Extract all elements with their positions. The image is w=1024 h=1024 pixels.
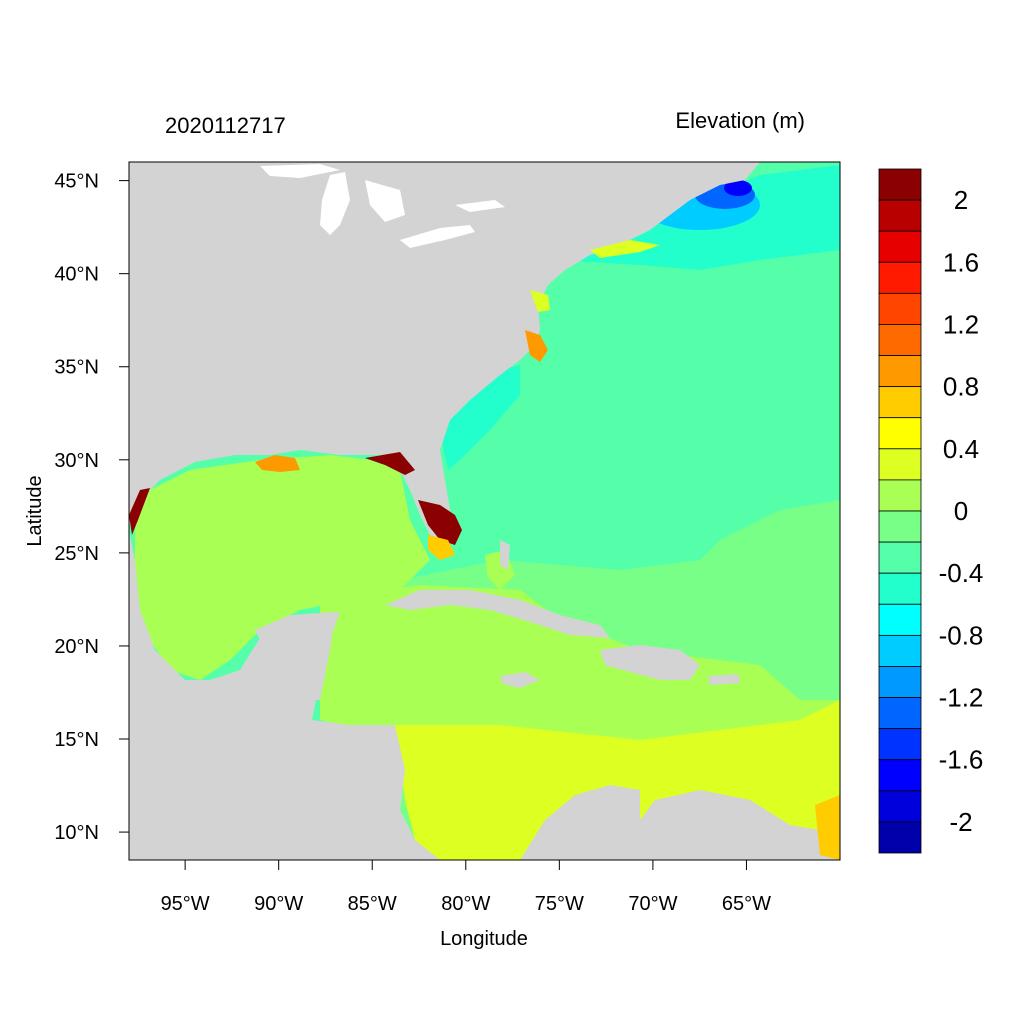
colorbar-swatch (878, 230, 922, 263)
lake-superior (260, 164, 340, 178)
louisiana-surge (255, 455, 300, 472)
map-area (129, 162, 840, 860)
long-island-surge (590, 240, 660, 258)
colorbar-label: -0.4 (939, 558, 984, 588)
colorbar-swatch (878, 759, 922, 792)
x-axis-label: Longitude (440, 928, 528, 950)
western-caribbean (320, 585, 840, 760)
north-america-land (129, 162, 760, 545)
colorbar-swatch (878, 168, 922, 201)
colorbar-swatch (878, 324, 922, 356)
y-tick-label: 10°N (54, 822, 99, 844)
mid-atlantic-surge (530, 290, 550, 312)
y-tick-label: 45°N (54, 171, 99, 193)
colorbar-label: -0.8 (939, 620, 984, 650)
left-title: 2020112717 (165, 113, 286, 138)
x-tick-label: 65°W (722, 893, 771, 915)
y-tick-label: 30°N (54, 450, 99, 472)
florida-bay-yellow (428, 535, 455, 560)
lesser-antilles-surge (815, 795, 840, 860)
puerto-rico (708, 674, 740, 685)
colorbar-swatch (878, 666, 922, 698)
cuba (385, 590, 610, 638)
y-tick-label: 25°N (54, 543, 99, 565)
colorbar-swatch (878, 292, 922, 325)
y-axis-label: Latitude (24, 475, 46, 546)
x-tick-label: 95°W (161, 893, 210, 915)
colorbar-label: 0.8 (943, 372, 979, 402)
x-tick-label: 70°W (628, 893, 677, 915)
colorbar-swatch (878, 603, 922, 636)
colorbar-swatch (878, 728, 922, 761)
bay-of-fundy-low (724, 180, 752, 196)
bahamas-islands (500, 540, 510, 570)
colorbar-swatch (878, 634, 922, 667)
lake-erie (400, 225, 475, 248)
y-tick-label: 35°N (54, 357, 99, 379)
colorbar-swatch (878, 541, 922, 574)
yucatan-peninsula (255, 612, 335, 700)
colorbar-label: 0 (954, 496, 968, 526)
jamaica (500, 672, 540, 688)
y-tick-label: 20°N (54, 636, 99, 658)
x-tick-label: 75°W (535, 893, 584, 915)
x-tick-label: 85°W (348, 893, 397, 915)
colorbar-swatch (878, 261, 922, 294)
lake-huron (365, 180, 405, 222)
colorbar-swatch (878, 355, 922, 388)
colorbar-swatch (878, 386, 922, 419)
south-america-land (520, 785, 840, 860)
colorbar-swatch (878, 199, 922, 232)
colorbar-swatch (878, 821, 922, 854)
mexico-central-america-land (129, 530, 440, 860)
lake-michigan (320, 172, 350, 235)
y-tick-label: 40°N (54, 264, 99, 286)
colorbar-label: 1.2 (943, 309, 979, 339)
texas-coast-surge (129, 488, 150, 535)
x-tick-label: 80°W (441, 893, 490, 915)
colorbar-label: 0.4 (943, 434, 979, 464)
colorbar-label: -1.2 (939, 683, 984, 713)
colorbar-swatch (878, 790, 922, 823)
colorbar-label: 1.6 (943, 247, 979, 277)
florida-surge-high (418, 500, 462, 545)
colorbar-swatch (878, 697, 922, 730)
colorbar-swatch (878, 479, 922, 512)
colorbar-label: -1.6 (939, 745, 984, 775)
colorbar-label: -2 (949, 807, 972, 837)
gulf-of-mexico (135, 455, 430, 680)
right-title: Elevation (m) (675, 108, 805, 133)
colorbar-swatch (878, 417, 922, 450)
map-frame (128, 161, 841, 861)
colorbar-swatch (878, 510, 922, 543)
colorbar-swatch (878, 448, 922, 481)
big-bend-surge (365, 452, 415, 475)
colorbar-swatch (878, 572, 922, 605)
lake-ontario (455, 200, 505, 212)
x-axis: 95°W 90°W 85°W 80°W 75°W 70°W 65°W (161, 860, 771, 915)
colorbar: 2 1.6 1.2 0.8 0.4 0 -0.4 -0.8 -1.2 -1.6 -2 (878, 168, 984, 854)
colorbar-label: 2 (954, 185, 968, 215)
chesapeake-surge (525, 330, 548, 362)
y-axis: 45°N 40°N 35°N 30°N 25°N 20°N 15°N 10°N (54, 171, 129, 844)
hispaniola (600, 645, 700, 680)
south-atlantic-bight (440, 365, 520, 470)
y-tick-label: 15°N (54, 729, 99, 751)
x-tick-label: 90°W (254, 893, 303, 915)
